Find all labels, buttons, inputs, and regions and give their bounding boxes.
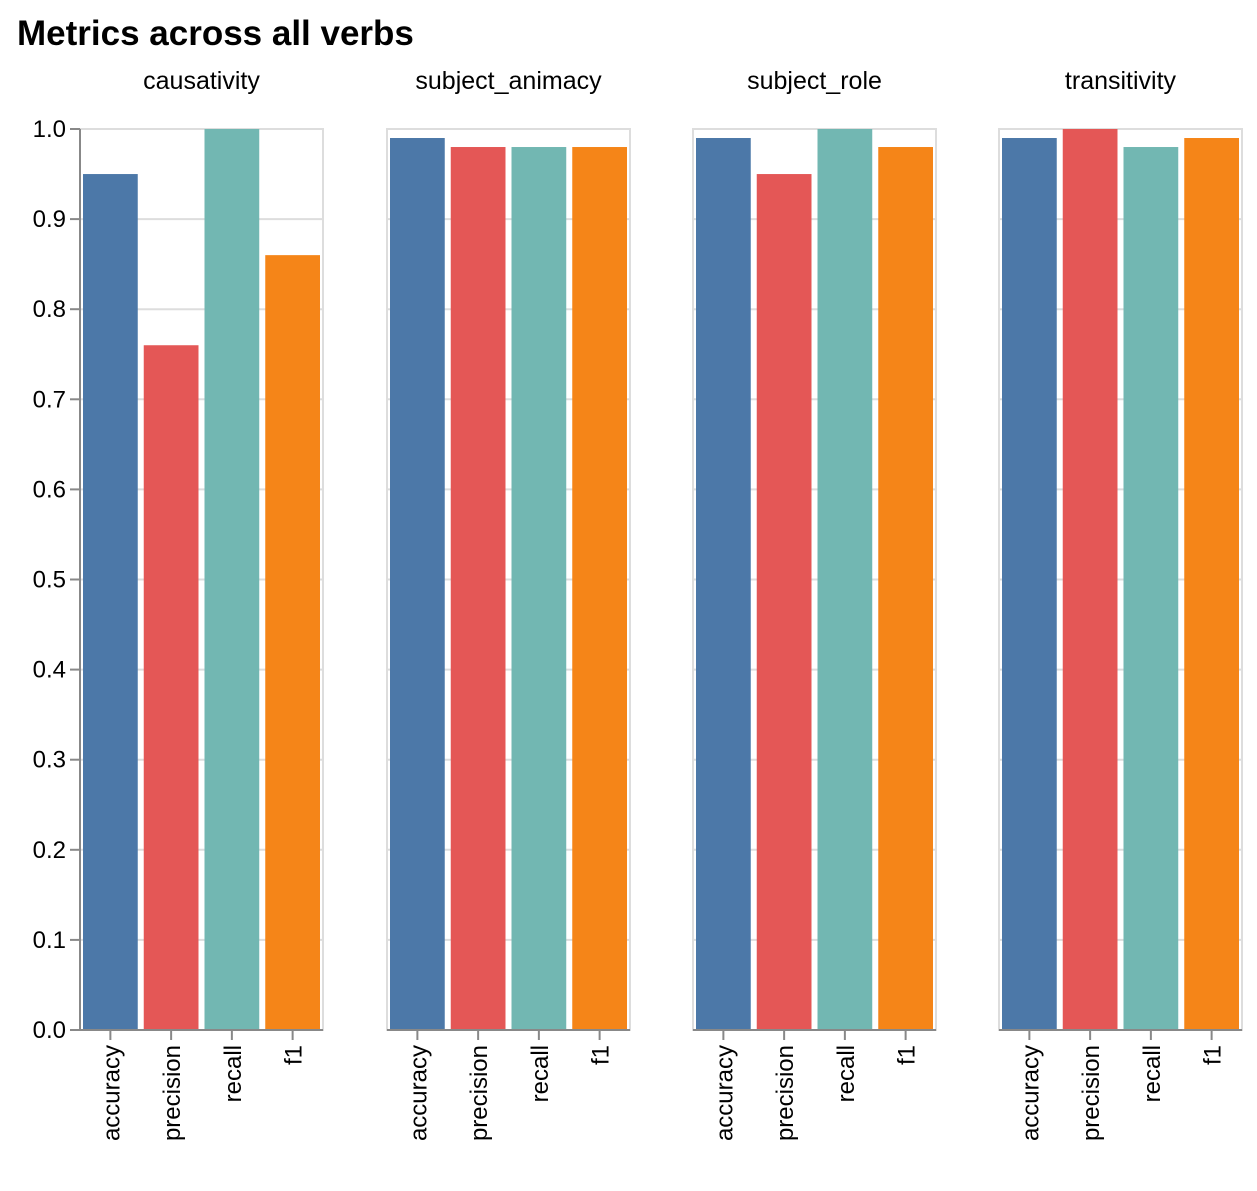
x-tick-label: accuracy (98, 1045, 125, 1141)
x-tick-label: accuracy (405, 1045, 432, 1141)
x-tick-label: accuracy (711, 1045, 738, 1141)
y-tick-label: 0.3 (33, 747, 66, 774)
facet-title: subject_animacy (415, 67, 602, 95)
facet-title: transitivity (1065, 67, 1177, 95)
y-tick-label: 0.9 (33, 206, 66, 233)
y-tick-label: 1.0 (33, 116, 66, 143)
facet-causativity: causativity accuracy precision recall f1 (79, 67, 324, 1141)
facet-transitivity: transitivity accuracy precision recall f1 (998, 67, 1243, 1141)
y-tick-label: 0.0 (33, 1017, 66, 1044)
facet-subject-role: subject_role accuracy precision recall f1 (692, 67, 937, 1141)
bar-f1 (572, 147, 627, 1030)
bar-f1 (265, 255, 320, 1030)
x-tick-label: accuracy (1017, 1045, 1044, 1141)
facet-subject-animacy: subject_animacy accuracy precision recall f1 (386, 67, 631, 1141)
bar-recall (511, 147, 567, 1030)
facet-title: subject_role (747, 67, 882, 95)
bar-accuracy (390, 138, 445, 1030)
x-tick-label: recall (833, 1045, 860, 1102)
bar-accuracy (696, 138, 751, 1030)
y-tick-label: 0.8 (33, 296, 66, 323)
x-tick-label: precision (466, 1045, 493, 1141)
x-tick-label: precision (159, 1045, 186, 1141)
bar-f1 (878, 147, 933, 1030)
x-tick-label: precision (772, 1045, 799, 1141)
bar-accuracy (1002, 138, 1057, 1030)
y-tick-label: 0.7 (33, 386, 66, 413)
y-axis: 0.0 0.1 0.2 0.3 0.4 0.5 0.6 0.7 0.8 0.9 1.0 (33, 116, 81, 1044)
x-tick-label: f1 (281, 1045, 308, 1065)
bar-recall (817, 129, 873, 1030)
facet-title: causativity (143, 67, 260, 95)
bar-recall (1123, 147, 1179, 1030)
bar-precision (450, 147, 506, 1030)
y-tick-label: 0.4 (33, 657, 66, 684)
x-tick-label: recall (1139, 1045, 1166, 1102)
bar-precision (143, 345, 199, 1030)
x-tick-label: precision (1078, 1045, 1105, 1141)
bar-precision (756, 174, 812, 1031)
bar-recall (204, 129, 260, 1030)
bar-f1 (1184, 138, 1239, 1030)
x-tick-label: f1 (894, 1045, 921, 1065)
y-tick-label: 0.6 (33, 476, 66, 503)
bar-precision (1062, 129, 1118, 1030)
x-tick-label: recall (527, 1045, 554, 1102)
x-tick-label: f1 (1200, 1045, 1227, 1065)
y-tick-label: 0.2 (33, 837, 66, 864)
x-tick-label: recall (220, 1045, 247, 1102)
y-tick-label: 0.1 (33, 927, 66, 954)
x-tick-label: f1 (588, 1045, 615, 1065)
chart-title: Metrics across all verbs (17, 14, 414, 53)
bar-accuracy (83, 174, 138, 1031)
y-tick-label: 0.5 (33, 567, 66, 594)
